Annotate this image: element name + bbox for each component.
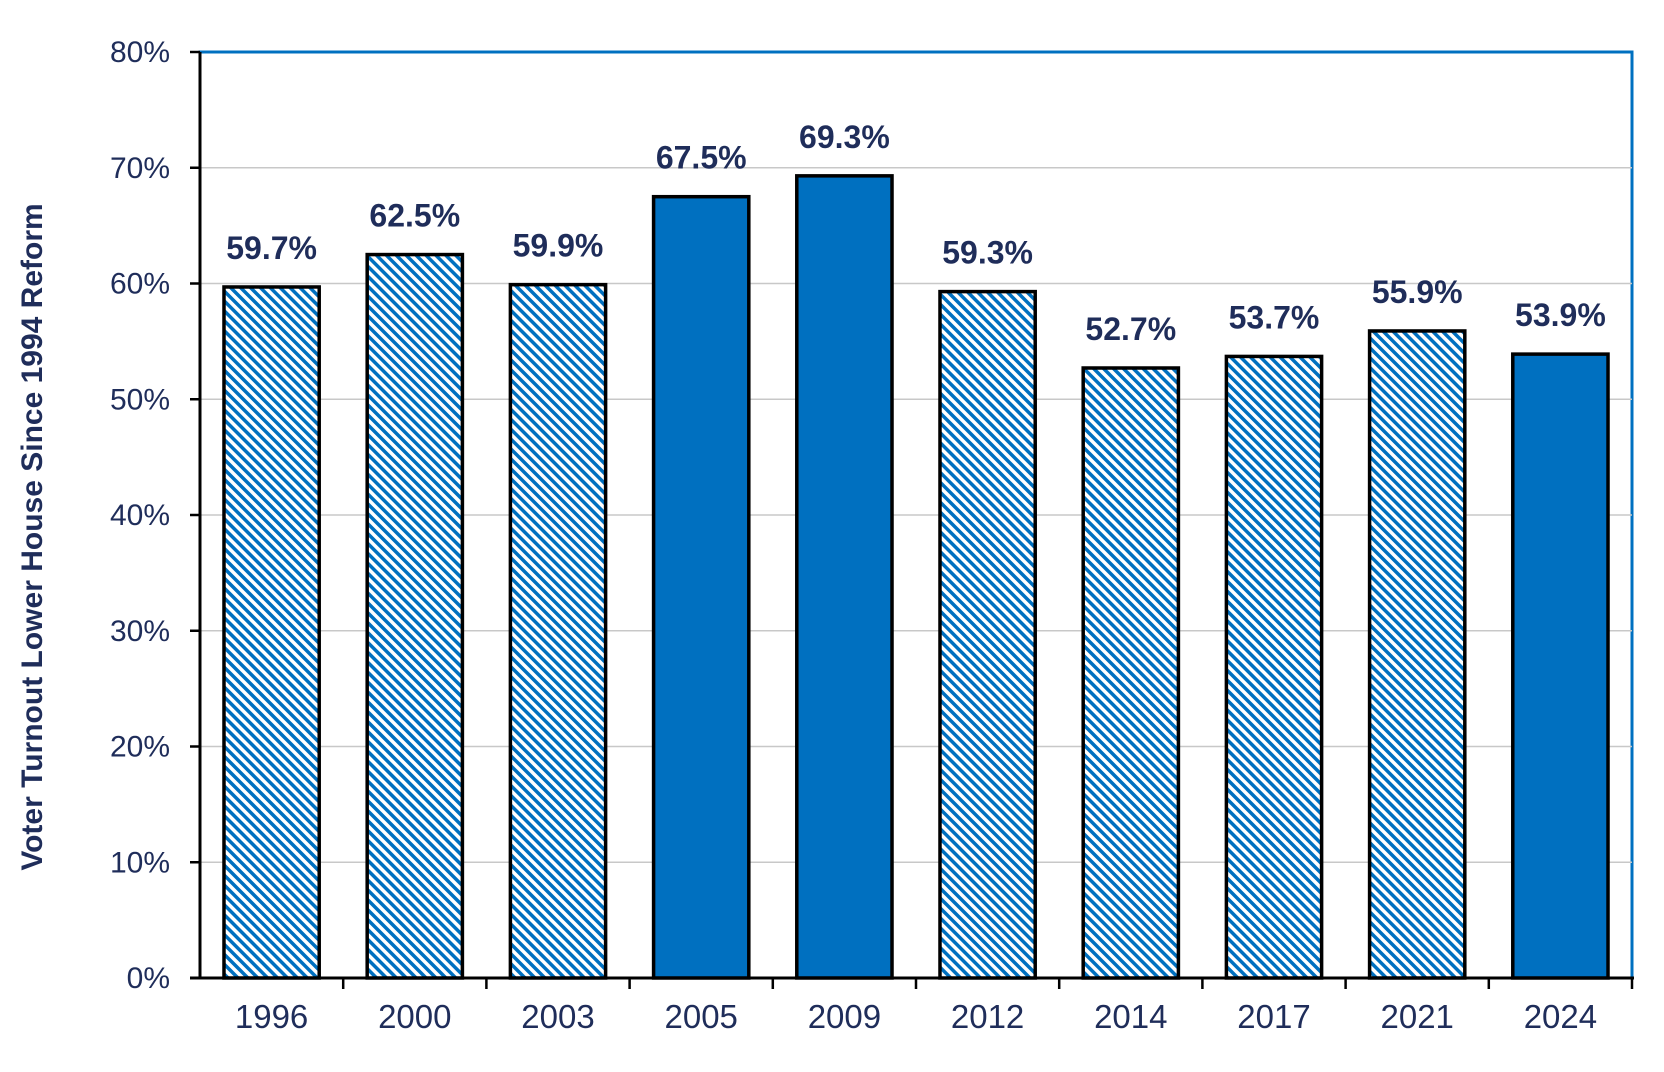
bar-2000 xyxy=(365,252,465,980)
bar-2017 xyxy=(1224,354,1324,980)
bar-2021 xyxy=(1367,329,1467,980)
data-label: 53.7% xyxy=(1229,299,1320,335)
x-tick-label: 2024 xyxy=(1524,998,1597,1035)
y-tick-label: 60% xyxy=(110,268,170,301)
x-tick-label: 2021 xyxy=(1380,998,1453,1035)
y-tick-label: 10% xyxy=(110,846,170,879)
data-label: 69.3% xyxy=(799,119,890,155)
y-tick-label: 0% xyxy=(127,962,170,995)
x-tick-label: 2005 xyxy=(664,998,737,1035)
bar-2012 xyxy=(938,289,1037,980)
data-label: 59.7% xyxy=(226,230,317,266)
y-tick-label: 70% xyxy=(110,152,170,185)
x-tick-label: 2014 xyxy=(1094,998,1167,1035)
y-tick-label: 50% xyxy=(110,383,170,416)
x-tick-label: 1996 xyxy=(235,998,308,1035)
labels: 0% 10% 20% 30% 40% 50% 60% 70% 80% 1996 2000 2003 20… xyxy=(110,36,1606,1035)
data-label: 53.9% xyxy=(1515,297,1606,333)
data-label: 59.9% xyxy=(513,228,604,264)
x-tick-label: 2000 xyxy=(378,998,451,1035)
x-tick-label: 2009 xyxy=(808,998,881,1035)
bar-2005 xyxy=(651,194,751,980)
y-tick-label: 20% xyxy=(110,731,170,764)
data-label: 55.9% xyxy=(1372,274,1463,310)
y-tick-label: 80% xyxy=(110,36,170,69)
data-label: 62.5% xyxy=(369,198,460,234)
y-tick-label: 40% xyxy=(110,499,170,532)
bar-2014 xyxy=(1081,366,1181,980)
bar-1996 xyxy=(222,285,321,980)
data-label: 52.7% xyxy=(1085,311,1176,347)
y-axis-label: Voter Turnout Lower House Since 1994 Ref… xyxy=(16,203,49,870)
data-label: 67.5% xyxy=(656,140,747,176)
x-tick-label: 2003 xyxy=(521,998,594,1035)
bar-2024 xyxy=(1511,352,1610,980)
bar-2009 xyxy=(795,174,894,980)
bar-2003 xyxy=(508,282,608,980)
axes xyxy=(190,50,1634,989)
y-tick-label: 30% xyxy=(110,615,170,648)
data-label: 59.3% xyxy=(942,235,1033,271)
x-tick-label: 2012 xyxy=(951,998,1024,1035)
x-tick-label: 2017 xyxy=(1237,998,1310,1035)
